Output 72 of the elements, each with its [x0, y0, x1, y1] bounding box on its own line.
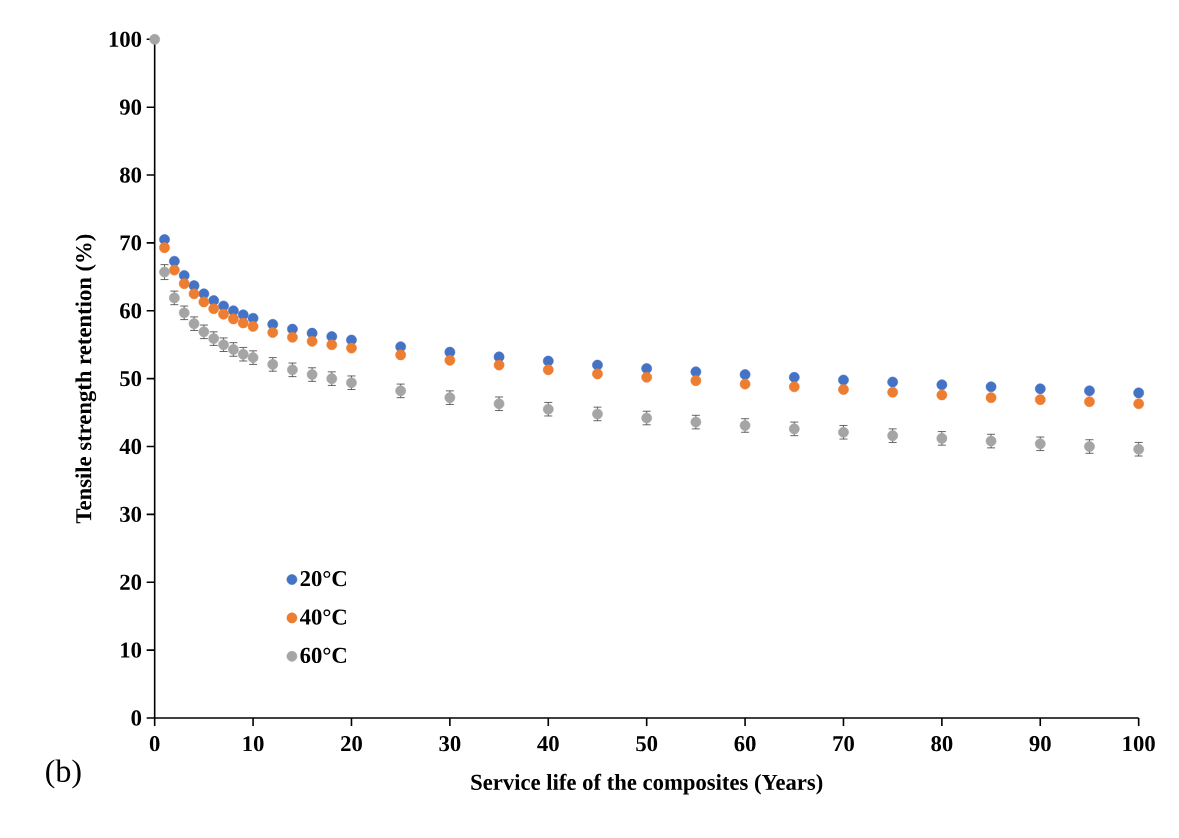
point — [247, 321, 259, 332]
point — [788, 381, 800, 393]
x-axis-title: Service life of the composites (Years) — [471, 773, 823, 795]
point — [208, 303, 220, 315]
point — [542, 364, 554, 376]
x-tick-label: 40 — [537, 736, 559, 752]
y-tick-label: 80 — [120, 167, 142, 183]
point — [739, 369, 751, 380]
point — [1133, 398, 1145, 410]
point — [395, 349, 407, 361]
point — [493, 359, 505, 371]
y-tick-label: 70 — [120, 235, 142, 251]
x-tick-label: 0 — [149, 736, 160, 752]
point — [887, 376, 899, 388]
x-tick-label: 10 — [243, 736, 264, 752]
legend-label: 20°C — [300, 570, 347, 587]
y-tick-label: 0 — [131, 710, 142, 726]
point — [838, 374, 849, 386]
point — [1084, 396, 1095, 408]
point — [218, 308, 229, 320]
y-axis-title: Tensile strength retention (%) — [75, 234, 97, 524]
x-tick-label: 30 — [439, 736, 461, 752]
x-tick-label: 60 — [734, 736, 756, 752]
y-tick-label: 40 — [119, 438, 142, 455]
point — [237, 317, 249, 329]
point — [985, 392, 997, 403]
point — [936, 379, 948, 391]
y-tick-label: 30 — [120, 506, 142, 523]
point — [444, 354, 456, 366]
y-tick-label: 50 — [120, 371, 142, 387]
point — [306, 335, 318, 347]
point — [346, 342, 357, 354]
point — [641, 371, 653, 383]
point — [169, 264, 180, 276]
point — [228, 313, 239, 325]
y-tick-label: 100 — [109, 31, 142, 47]
point — [287, 331, 298, 343]
point — [592, 359, 603, 371]
x-tick-label: 50 — [636, 736, 658, 752]
point — [690, 375, 702, 387]
legend-label: 60°C — [300, 647, 347, 664]
text: (b) — [46, 759, 81, 789]
point — [838, 384, 849, 395]
point — [936, 389, 948, 401]
point — [1034, 394, 1046, 406]
point — [542, 355, 554, 367]
x-tick-label: 20 — [341, 736, 362, 752]
point — [739, 378, 751, 390]
x-tick-label: 70 — [833, 736, 854, 752]
y-tick-label: 90 — [119, 99, 142, 115]
point — [1084, 385, 1095, 397]
point — [788, 371, 800, 383]
x-tick-label: 90 — [1029, 736, 1051, 752]
point — [1133, 387, 1145, 399]
point — [592, 368, 603, 380]
point — [149, 33, 161, 45]
point — [1034, 383, 1046, 395]
point — [267, 327, 279, 338]
x-tick-label: 100 — [1123, 736, 1155, 752]
point — [198, 296, 210, 308]
legend-label: 40°C — [299, 609, 347, 625]
point — [159, 242, 170, 254]
point — [887, 386, 899, 398]
point — [326, 339, 338, 351]
y-tick-label: 60 — [120, 303, 142, 319]
y-tick-label: 10 — [121, 642, 142, 658]
point — [178, 278, 190, 289]
point — [188, 288, 200, 300]
point — [985, 381, 997, 393]
x-tick-label: 80 — [931, 736, 953, 752]
point — [169, 255, 180, 267]
y-tick-label: 20 — [120, 574, 142, 590]
